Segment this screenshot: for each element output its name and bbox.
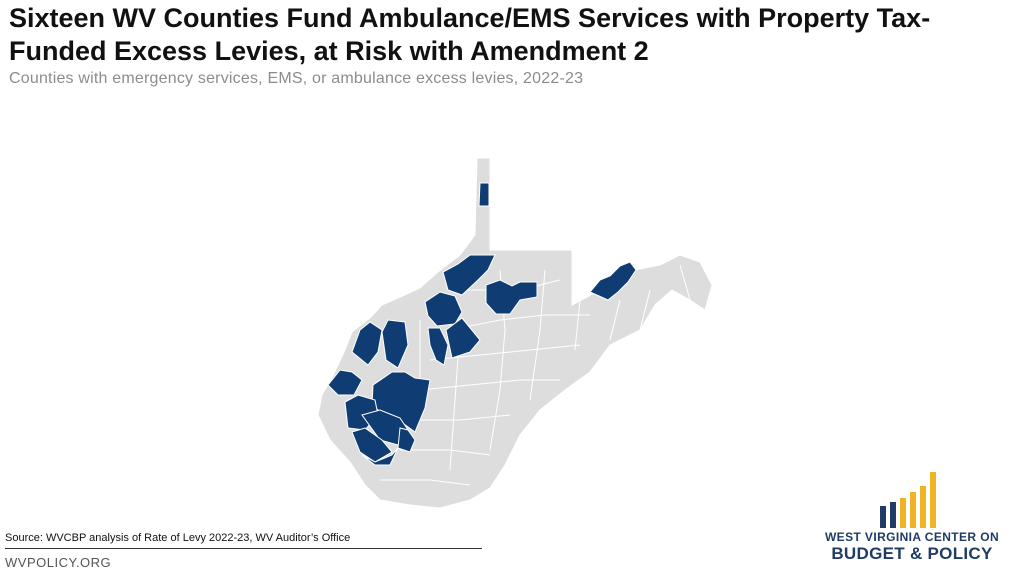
county-gilmer [427, 327, 449, 366]
county-braxton [445, 317, 481, 359]
levy-counties [327, 182, 637, 466]
chart-subtitle: Counties with emergency services, EMS, o… [9, 70, 584, 87]
county-logan [351, 427, 393, 463]
footer-divider [5, 548, 482, 549]
bar-chart-logo-icon [880, 472, 936, 528]
county-marion [485, 279, 538, 315]
website-label: WVPOLICY.ORG [5, 555, 112, 570]
county-ritchie [424, 291, 463, 327]
wv-county-map [317, 157, 713, 509]
chart-title: Sixteen WV Counties Fund Ambulance/EMS S… [9, 3, 931, 66]
county-raleigh [397, 427, 416, 453]
logo-line2: BUDGET & POLICY [831, 544, 993, 563]
county-boundaries [380, 264, 691, 486]
county-jackson [351, 321, 383, 366]
county-putnam [327, 369, 363, 396]
wvcbp-logo: WEST VIRGINIA CENTER ON BUDGET & POLICY [812, 466, 1012, 568]
county-berkeley [589, 261, 637, 301]
logo-line1: WEST VIRGINIA CENTER ON [824, 530, 1000, 544]
source-note: Source: WVCBP analysis of Rate of Levy 2… [5, 532, 351, 544]
county-roane [381, 319, 409, 369]
county-wetzel [442, 254, 496, 296]
county-hancock [478, 182, 490, 207]
